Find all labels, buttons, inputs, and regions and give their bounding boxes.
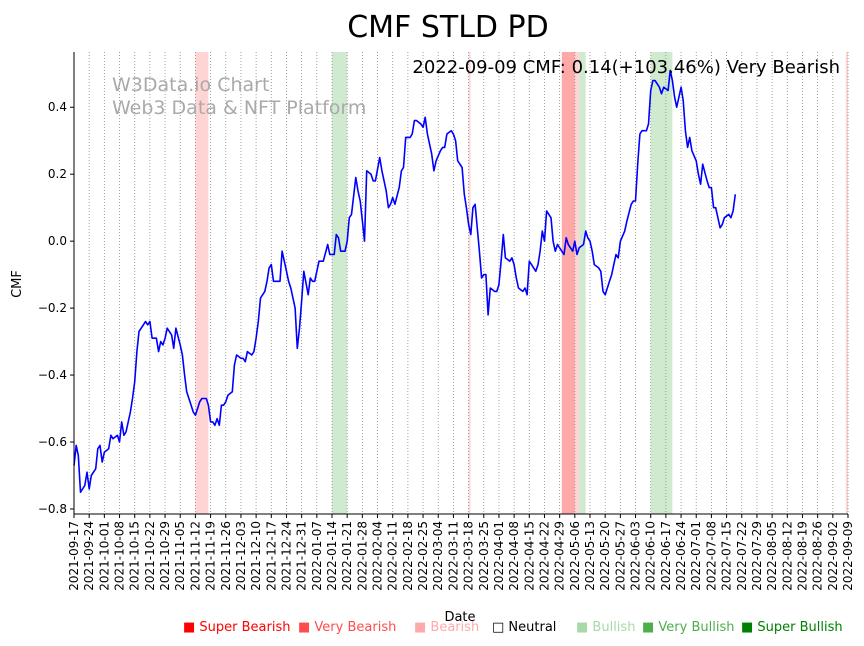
xtick-label-49: 2022-08-26 bbox=[811, 521, 825, 591]
xtick-label-44: 2022-07-22 bbox=[735, 521, 749, 591]
xtick-label-11: 2021-12-03 bbox=[234, 521, 248, 591]
xtick-label-14: 2021-12-24 bbox=[279, 521, 293, 591]
ytick-label-6: 0.4 bbox=[48, 100, 67, 114]
xtick-label-4: 2021-10-15 bbox=[128, 521, 142, 591]
ytick-label-5: 0.2 bbox=[48, 167, 67, 181]
xtick-label-32: 2022-04-29 bbox=[553, 521, 567, 591]
legend-super-bullish: ■ Super Bullish bbox=[741, 620, 843, 635]
legend-very-bullish-swatch: ■ bbox=[642, 620, 659, 635]
xtick-label-22: 2022-02-18 bbox=[401, 521, 415, 591]
signal-band-5 bbox=[579, 52, 586, 514]
xtick-label-29: 2022-04-08 bbox=[507, 521, 521, 591]
xtick-label-0: 2021-09-17 bbox=[67, 521, 81, 591]
xtick-label-35: 2022-05-20 bbox=[598, 521, 612, 591]
signal-band-3 bbox=[561, 52, 575, 514]
xtick-label-21: 2022-02-11 bbox=[386, 521, 400, 591]
xtick-label-27: 2022-03-25 bbox=[477, 521, 491, 591]
ytick-label-4: 0.0 bbox=[48, 234, 67, 248]
xtick-label-3: 2021-10-08 bbox=[113, 521, 127, 591]
legend: ■ Super Bearish ■ Very Bearish ■ Bearish… bbox=[0, 620, 864, 640]
xtick-label-6: 2021-10-29 bbox=[158, 521, 172, 591]
xtick-label-12: 2021-12-10 bbox=[249, 521, 263, 591]
signal-band-1 bbox=[332, 52, 348, 514]
signal-band-4 bbox=[574, 52, 580, 514]
xtick-label-47: 2022-08-12 bbox=[780, 521, 794, 591]
xtick-label-13: 2021-12-17 bbox=[264, 521, 278, 591]
xtick-label-37: 2022-06-03 bbox=[629, 521, 643, 591]
signal-band-0 bbox=[195, 52, 209, 514]
signal-band-7 bbox=[845, 52, 848, 514]
xtick-label-5: 2021-10-22 bbox=[143, 521, 157, 591]
xtick-label-31: 2022-04-22 bbox=[537, 521, 551, 591]
ytick-label-1: −0.6 bbox=[38, 435, 67, 449]
xtick-label-18: 2022-01-21 bbox=[340, 521, 354, 591]
cmf-series bbox=[73, 69, 737, 494]
xtick-label-24: 2022-03-04 bbox=[431, 521, 445, 591]
xtick-label-15: 2021-12-31 bbox=[295, 521, 309, 591]
ytick-label-0: −0.8 bbox=[38, 502, 67, 516]
signal-band-2 bbox=[468, 52, 471, 514]
xtick-label-41: 2022-07-01 bbox=[689, 521, 703, 591]
legend-very-bearish-swatch: ■ bbox=[298, 620, 315, 635]
ytick-label-2: −0.4 bbox=[38, 368, 67, 382]
xtick-label-10: 2021-11-26 bbox=[219, 521, 233, 591]
xtick-label-23: 2022-02-25 bbox=[416, 521, 430, 591]
watermark-line-1: W3Data.io Chart bbox=[112, 74, 269, 96]
vertical-gridlines bbox=[73, 52, 849, 514]
x-ticks: 2021-09-17 2021-09-24 2021-10-01 2021-10-08… bbox=[67, 514, 855, 591]
legend-neutral: □ Neutral bbox=[492, 620, 557, 635]
ytick-label-3: −0.2 bbox=[38, 301, 67, 315]
xtick-label-20: 2022-02-04 bbox=[371, 521, 385, 591]
legend-super-bearish-swatch: ■ bbox=[183, 620, 200, 635]
watermark-line-2: Web3 Data & NFT Platform bbox=[112, 97, 366, 119]
xtick-label-2: 2021-10-01 bbox=[97, 521, 111, 591]
axes bbox=[73, 52, 848, 515]
xtick-label-26: 2022-03-18 bbox=[462, 521, 476, 591]
xtick-label-9: 2021-11-19 bbox=[204, 521, 218, 591]
xtick-label-51: 2022-09-09 bbox=[841, 521, 855, 591]
xtick-label-36: 2022-05-27 bbox=[613, 521, 627, 591]
legend-neutral-swatch: □ bbox=[492, 620, 509, 635]
signal-band-6 bbox=[650, 52, 673, 514]
xtick-label-16: 2022-01-07 bbox=[310, 521, 324, 591]
xtick-label-17: 2022-01-14 bbox=[325, 521, 339, 591]
xtick-label-39: 2022-06-17 bbox=[659, 521, 673, 591]
y-axis-label: CMF bbox=[10, 270, 25, 298]
xtick-label-40: 2022-06-24 bbox=[674, 521, 688, 591]
chart-subtitle: 2022-09-09 CMF: 0.14(+103.46%) Very Bear… bbox=[412, 57, 840, 78]
legend-bullish-swatch: ■ bbox=[576, 620, 593, 635]
signal-bands bbox=[195, 52, 848, 514]
legend-super-bearish: ■ Super Bearish bbox=[183, 620, 291, 635]
legend-bearish-swatch: ■ bbox=[414, 620, 431, 635]
xtick-label-45: 2022-07-29 bbox=[750, 521, 764, 591]
xtick-label-30: 2022-04-15 bbox=[522, 521, 536, 591]
xtick-label-33: 2022-05-06 bbox=[568, 521, 582, 591]
xtick-label-34: 2022-05-13 bbox=[583, 521, 597, 591]
xtick-label-43: 2022-07-15 bbox=[720, 521, 734, 591]
xtick-label-19: 2022-01-28 bbox=[355, 521, 369, 591]
xtick-label-50: 2022-09-02 bbox=[826, 521, 840, 591]
legend-very-bearish: ■ Very Bearish bbox=[298, 620, 397, 635]
xtick-label-7: 2021-11-05 bbox=[173, 521, 187, 591]
y-ticks: −0.8 −0.6 −0.4 −0.2 0.0 0.2 0.4 bbox=[38, 100, 74, 516]
legend-very-bullish: ■ Very Bullish bbox=[642, 620, 735, 635]
chart-title: CMF STLD PD bbox=[347, 10, 549, 45]
xtick-label-38: 2022-06-10 bbox=[644, 521, 658, 591]
cmf-line bbox=[73, 69, 737, 494]
xtick-label-42: 2022-07-08 bbox=[704, 521, 718, 591]
xtick-label-1: 2021-09-24 bbox=[82, 521, 96, 591]
xtick-label-46: 2022-08-05 bbox=[765, 521, 779, 591]
xtick-label-8: 2021-11-12 bbox=[188, 521, 202, 591]
xtick-label-28: 2022-04-01 bbox=[492, 521, 506, 591]
legend-super-bullish-swatch: ■ bbox=[741, 620, 758, 635]
xtick-label-48: 2022-08-19 bbox=[795, 521, 809, 591]
legend-bullish: ■ Bullish bbox=[576, 620, 636, 635]
xtick-label-25: 2022-03-11 bbox=[446, 521, 460, 591]
x-axis-label: Date bbox=[444, 610, 475, 625]
legend-bearish: ■ Bearish bbox=[414, 620, 480, 635]
